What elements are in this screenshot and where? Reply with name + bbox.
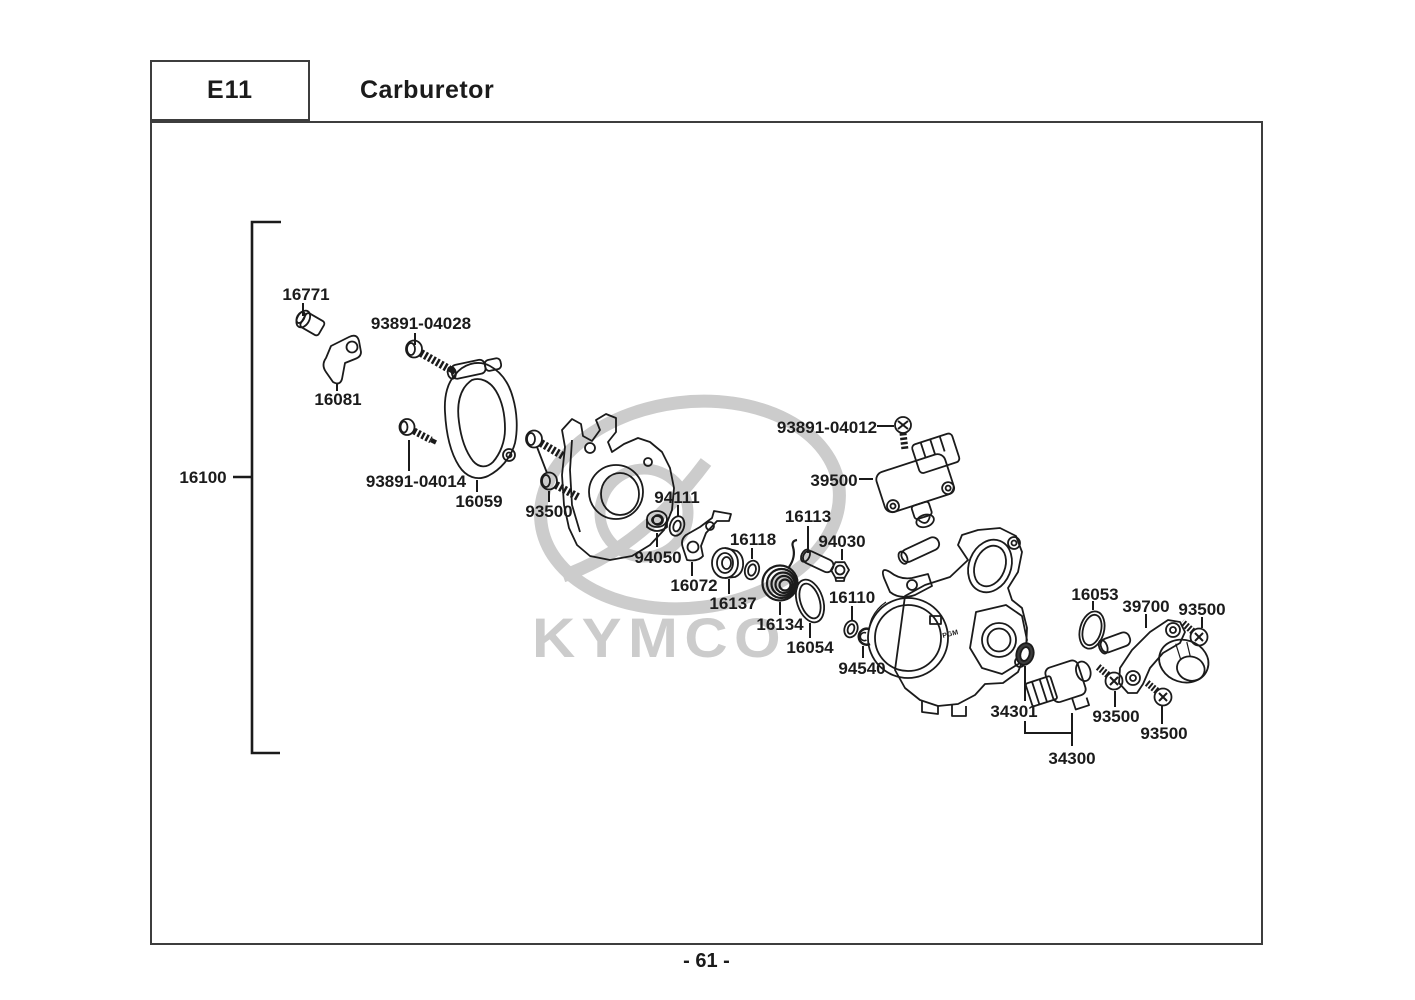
part-94540-eclip — [857, 627, 871, 646]
part-label-16118: 16118 — [730, 530, 776, 549]
part-16110-ring — [843, 619, 859, 639]
part-label-16110: 16110 — [829, 588, 875, 607]
kymco-watermark: KYMCO — [532, 394, 846, 669]
part-93500-screw-top-right — [1179, 619, 1209, 647]
part-label-16113: 16113 — [785, 507, 831, 526]
part-93500-screw-bottom — [1143, 679, 1173, 707]
part-16081-bracket — [322, 334, 362, 385]
part-label-34300: 34300 — [1048, 749, 1095, 768]
part-label-93891-04014: 93891-04014 — [366, 472, 467, 491]
part-93500-screw-middle — [1094, 663, 1124, 691]
throttle-body-marking: PGM — [942, 629, 959, 640]
part-label-34301: 34301 — [990, 702, 1037, 721]
part-16118-ring — [743, 559, 761, 581]
part-34300-sensor — [1024, 659, 1092, 711]
part-label-93500-top-right: 93500 — [1178, 600, 1225, 619]
part-16137-roller — [711, 547, 745, 579]
part-94111-washer — [668, 515, 686, 537]
part-93891-04014-bolt — [398, 418, 438, 445]
page-number: - 61 - — [683, 950, 730, 972]
part-label-94050: 94050 — [634, 548, 681, 567]
part-93500-bolts-left — [525, 429, 580, 501]
part-label-16771: 16771 — [282, 285, 329, 304]
part-label-16081: 16081 — [314, 390, 361, 409]
watermark-brand-text: KYMCO — [532, 606, 787, 669]
part-label-94111: 94111 — [654, 488, 699, 507]
part-93891-04028-bolt — [405, 339, 457, 375]
part-label-94540: 94540 — [838, 659, 885, 678]
section-code: E11 — [206, 76, 254, 104]
part-label-39700: 39700 — [1122, 597, 1169, 616]
part-throttle-body: PGM — [867, 527, 1028, 717]
part-label-93500-left: 93500 — [525, 502, 572, 521]
part-39500-map-sensor — [875, 432, 961, 529]
part-16059-cover — [443, 357, 518, 479]
part-label-16059: 16059 — [455, 492, 502, 511]
part-16072-lever — [681, 510, 732, 562]
part-label-16134: 16134 — [756, 615, 804, 634]
part-16054-gasket — [794, 578, 826, 624]
part-label-93500-bottom: 93500 — [1140, 724, 1187, 743]
part-94030-nut — [830, 561, 850, 582]
part-throttle-cover-housing — [561, 413, 675, 561]
assembly-bracket-16100 — [250, 220, 281, 755]
part-94050-nut — [646, 510, 668, 532]
part-label-16054: 16054 — [786, 638, 834, 657]
part-16771-pin — [295, 309, 326, 337]
part-label-93891-04028: 93891-04028 — [371, 314, 471, 333]
part-label-93500-middle: 93500 — [1092, 707, 1139, 726]
section-code-box: E11 — [150, 60, 310, 121]
part-label-39500: 39500 — [810, 471, 857, 490]
part-16053-oring — [1078, 610, 1106, 650]
part-label-16053: 16053 — [1071, 585, 1118, 604]
part-16134-spring — [761, 538, 799, 602]
part-label-94030: 94030 — [818, 532, 865, 551]
page-title: Carburetor — [360, 76, 495, 104]
part-label-16072: 16072 — [670, 576, 717, 595]
part-label-16137: 16137 — [709, 594, 756, 613]
leader-lines — [302, 303, 1203, 746]
part-34301-oring — [1015, 642, 1035, 666]
part-label-93891-04012: 93891-04012 — [777, 418, 877, 437]
part-93891-04012-screw — [894, 416, 912, 451]
assembly-label-16100: 16100 — [179, 468, 226, 487]
